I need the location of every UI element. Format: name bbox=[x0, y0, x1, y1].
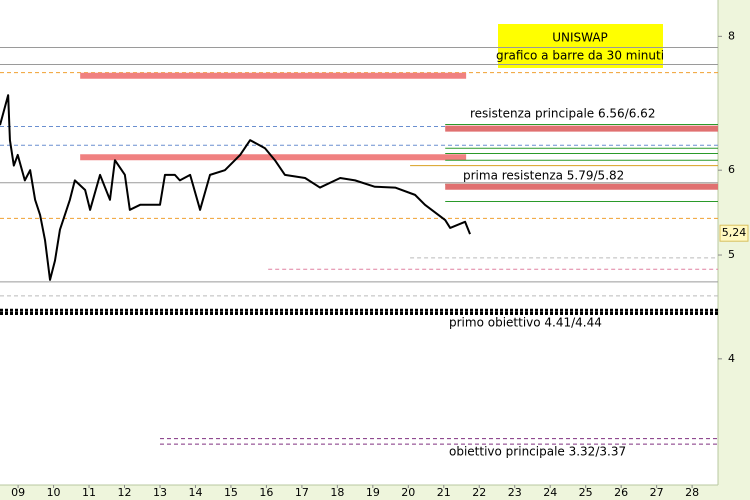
x-tick-label: 20 bbox=[401, 486, 415, 499]
x-tick-label: 22 bbox=[472, 486, 486, 499]
x-tick-label: 18 bbox=[330, 486, 344, 499]
x-tick-label: 21 bbox=[437, 486, 451, 499]
y-axis-area bbox=[718, 0, 750, 500]
x-tick-label: 14 bbox=[188, 486, 202, 499]
x-tick-label: 17 bbox=[295, 486, 309, 499]
x-tick-label: 28 bbox=[685, 486, 699, 499]
chart-subtitle: grafico a barre da 30 minuti bbox=[496, 49, 664, 63]
x-tick-label: 13 bbox=[153, 486, 167, 499]
y-tick-label: 8 bbox=[728, 29, 735, 42]
y-tick-label: 4 bbox=[728, 352, 735, 365]
annotation: primo obiettivo 4.41/4.44 bbox=[449, 316, 602, 330]
x-tick-label: 19 bbox=[366, 486, 380, 499]
x-tick-label: 12 bbox=[118, 486, 132, 499]
price-line bbox=[0, 94, 471, 281]
x-tick-label: 16 bbox=[259, 486, 273, 499]
x-tick-label: 27 bbox=[650, 486, 664, 499]
title-box bbox=[498, 24, 663, 68]
last-price-box bbox=[719, 224, 749, 242]
annotation: resistenza principale 6.56/6.62 bbox=[470, 107, 655, 121]
y-tick-label: 5 bbox=[728, 248, 735, 261]
x-axis-area bbox=[0, 485, 750, 500]
chart-title: UNISWAP bbox=[552, 31, 608, 45]
last-price-label: 5,24 bbox=[722, 226, 747, 239]
annotation: obiettivo principale 3.32/3.37 bbox=[449, 445, 626, 459]
x-tick-label: 10 bbox=[47, 486, 61, 499]
x-tick-label: 23 bbox=[508, 486, 522, 499]
x-tick-label: 11 bbox=[82, 486, 96, 499]
y-tick-label: 6 bbox=[728, 163, 735, 176]
x-tick-label: 15 bbox=[224, 486, 238, 499]
x-tick-label: 25 bbox=[579, 486, 593, 499]
x-tick-label: 09 bbox=[11, 486, 25, 499]
x-tick-label: 24 bbox=[543, 486, 557, 499]
x-tick-label: 26 bbox=[614, 486, 628, 499]
annotation: prima resistenza 5.79/5.82 bbox=[463, 169, 624, 183]
